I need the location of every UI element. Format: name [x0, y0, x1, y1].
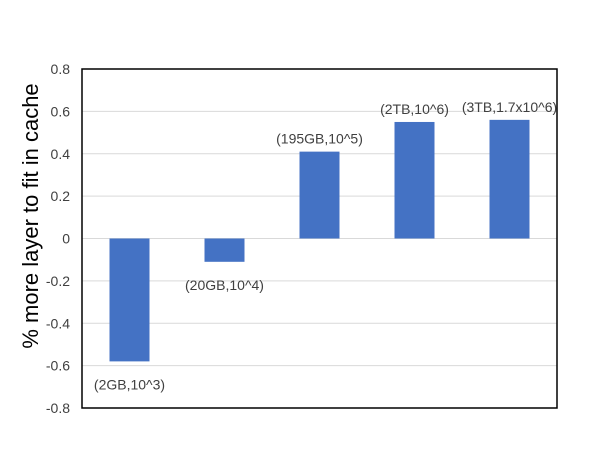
- bar: [299, 151, 340, 239]
- y-tick-label: 0.2: [51, 188, 71, 204]
- bar: [109, 238, 150, 362]
- y-tick-label: -0.8: [46, 400, 70, 416]
- data-label: (2GB,10^3): [94, 376, 165, 392]
- y-tick-label: -0.4: [46, 315, 70, 331]
- y-tick-label: 0: [62, 231, 70, 247]
- data-labels: (2GB,10^3) (20GB,10^4) (195GB,10^5) (2TB,10…: [94, 99, 557, 393]
- y-axis-ticks: 0.8 0.6 0.4 0.2 0 -0.2 -0.4 -0.6 -0.8: [46, 61, 70, 416]
- data-label: (2TB,10^6): [380, 101, 449, 117]
- data-label: (195GB,10^5): [276, 131, 363, 147]
- bar: [489, 119, 530, 239]
- data-label: (3TB,1.7x10^6): [462, 99, 557, 115]
- bar: [204, 238, 245, 262]
- y-tick-label: 0.8: [51, 61, 71, 77]
- y-tick-label: -0.6: [46, 358, 70, 374]
- y-axis-label: % more layer to fit in cache: [18, 83, 43, 348]
- plot-area-frame: [81, 68, 558, 409]
- y-tick-label: -0.2: [46, 273, 70, 289]
- bars: [109, 119, 530, 362]
- y-tick-label: 0.6: [51, 103, 71, 119]
- data-label: (20GB,10^4): [185, 277, 264, 293]
- y-tick-label: 0.4: [51, 146, 71, 162]
- bar: [394, 121, 435, 239]
